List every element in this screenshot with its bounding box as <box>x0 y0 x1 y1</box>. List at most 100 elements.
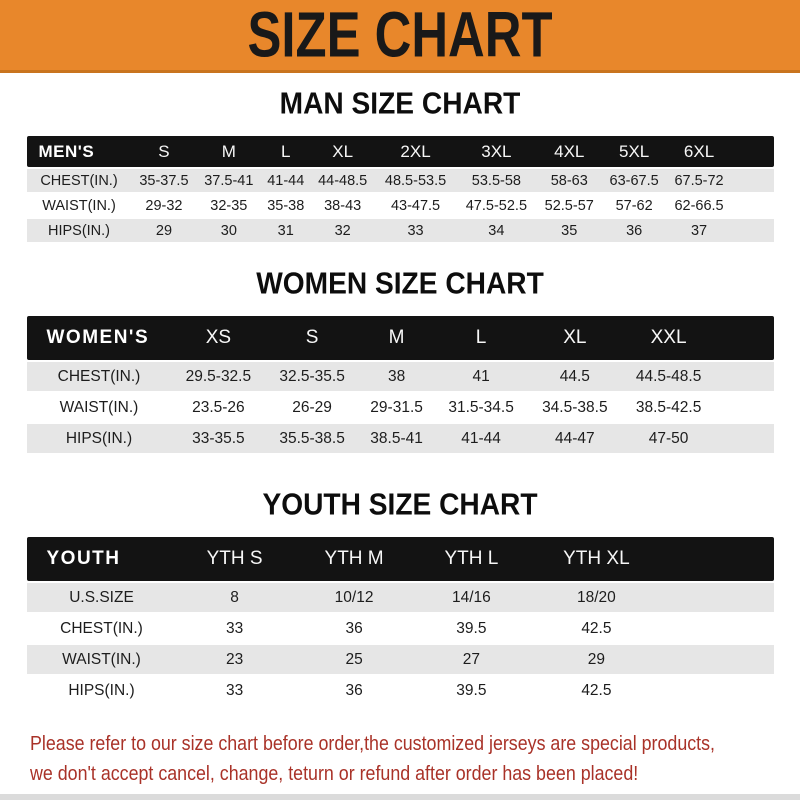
cell: 32-35 <box>210 197 248 214</box>
cell: 31 <box>277 222 294 239</box>
cell: 32.5-35.5 <box>279 367 345 385</box>
table-row: CHEST(IN.) 35-37.5 37.5-41 41-44 44-48.5 48.5… <box>26 169 774 192</box>
column-header: XXL <box>621 316 716 360</box>
cell: 29.5-32.5 <box>185 367 252 385</box>
column-header: 2XL <box>375 136 456 167</box>
cell: 41 <box>472 367 490 385</box>
cell: 41-44 <box>267 172 305 189</box>
table-row: HIPS(IN.) 29 30 31 32 33 34 35 36 37 <box>26 219 774 242</box>
row-label: WAIST(IN.) <box>42 197 116 214</box>
cell: 48.5-53.5 <box>384 172 447 189</box>
column-header: XL <box>310 136 376 167</box>
row-label: WAIST(IN.) <box>62 650 141 668</box>
size-table-womens: WOMEN'S XS S M L XL XXL CHEST(IN.) 29.5-32.5 32.5… <box>26 314 774 455</box>
column-header: XS <box>171 316 266 360</box>
table-row: HIPS(IN.) 33-35.5 35.5-38.5 38.5-41 41-44 44-… <box>26 424 774 453</box>
size-chart-banner: SIZE CHART <box>0 0 800 73</box>
cell: 33 <box>407 222 424 239</box>
column-header: YTH S <box>176 537 293 581</box>
section-youth: YOUTH SIZE CHART YOUTH YTH S YTH M YTH L YTH … <box>0 488 800 707</box>
table-row: HIPS(IN.) 33 36 39.5 42.5 <box>26 676 774 705</box>
cell: 38 <box>387 367 406 385</box>
table-row: WAIST(IN.) 23.5-26 26-29 29-31.5 31.5-34.5 34… <box>26 393 774 422</box>
row-label: HIPS(IN.) <box>47 222 111 239</box>
size-table-mens: MEN'S S M L XL 2XL 3XL 4XL 5XL 6XL CHEST(IN.) 35-37… <box>26 134 774 244</box>
cell: 35-38 <box>267 197 305 214</box>
cell: 39.5 <box>456 681 487 699</box>
size-table-youth: YOUTH YTH S YTH M YTH L YTH XL U.S.SIZE 8 10/12… <box>26 535 774 707</box>
table-row: CHEST(IN.) 29.5-32.5 32.5-35.5 38 41 44.5 44.5… <box>26 362 774 391</box>
cell: 27 <box>462 650 480 668</box>
column-header: L <box>261 136 311 167</box>
cell: 23.5-26 <box>192 398 245 416</box>
corner-label: YOUTH <box>26 537 177 581</box>
disclaimer-line-2: we don't accept cancel, change, teturn o… <box>30 762 639 785</box>
table-row: CHEST(IN.) 33 36 39.5 42.5 <box>26 614 774 643</box>
cell: 44.5-48.5 <box>635 367 702 385</box>
row-spacer <box>716 393 774 422</box>
row-spacer <box>666 583 774 612</box>
column-header: YTH L <box>415 537 528 581</box>
cell: 23 <box>225 650 244 668</box>
column-header: S <box>131 136 197 167</box>
cell: 34.5-38.5 <box>542 398 608 416</box>
column-header: L <box>434 316 528 360</box>
cell: 47-50 <box>648 429 689 447</box>
cell: 34 <box>488 222 505 239</box>
column-header: YTH M <box>292 537 416 581</box>
cell: 38.5-41 <box>370 429 423 447</box>
row-spacer <box>666 676 774 705</box>
cell: 47.5-52.5 <box>465 197 528 214</box>
cell: 18/20 <box>577 588 616 606</box>
column-header: YTH XL <box>527 537 666 581</box>
header-spacer <box>665 537 774 581</box>
corner-label: WOMEN'S <box>26 316 172 360</box>
section-womens: WOMEN SIZE CHART WOMEN'S XS S M L XL XXL CHEST(I… <box>0 267 800 455</box>
cell: 62-66.5 <box>674 197 724 214</box>
cell: 33-35.5 <box>192 429 245 447</box>
cell: 43-47.5 <box>390 197 441 214</box>
cell: 35 <box>561 222 578 239</box>
cell: 10/12 <box>334 588 374 606</box>
cell: 37.5-41 <box>204 172 254 189</box>
row-spacer <box>716 362 774 391</box>
row-label: HIPS(IN.) <box>65 429 133 447</box>
row-label: HIPS(IN.) <box>68 681 135 699</box>
row-label: U.S.SIZE <box>69 588 134 606</box>
cell: 52.5-57 <box>544 197 594 214</box>
cell: 29 <box>155 222 173 239</box>
table-row: WAIST(IN.) 23 25 27 29 <box>26 645 774 674</box>
cell: 38.5-42.5 <box>635 398 702 416</box>
cell: 39.5 <box>456 619 487 637</box>
bottom-divider <box>0 794 800 800</box>
cell: 42.5 <box>581 681 612 699</box>
cell: 33 <box>225 619 244 637</box>
section-heading-womens: WOMEN SIZE CHART <box>256 267 544 301</box>
row-label: CHEST(IN.) <box>40 172 118 189</box>
row-spacer <box>716 424 774 453</box>
column-header: XL <box>527 316 622 360</box>
header-spacer <box>715 316 774 360</box>
table-row: U.S.SIZE 8 10/12 14/16 18/20 <box>26 583 774 612</box>
column-header: S <box>265 316 359 360</box>
cell: 44-48.5 <box>318 172 368 189</box>
cell: 32 <box>334 222 351 239</box>
cell: 8 <box>230 588 239 606</box>
cell: 36 <box>345 619 363 637</box>
cell: 29-31.5 <box>370 398 423 416</box>
cell: 36 <box>626 222 643 239</box>
header-spacer <box>731 136 774 167</box>
cell: 33 <box>225 681 244 699</box>
cell: 35.5-38.5 <box>279 429 345 447</box>
cell: 14/16 <box>451 588 491 606</box>
row-spacer <box>666 614 774 643</box>
cell: 57-62 <box>615 197 653 214</box>
cell: 42.5 <box>581 619 612 637</box>
cell: 41-44 <box>461 429 501 447</box>
cell: 38-43 <box>324 197 362 214</box>
section-mens: MAN SIZE CHART MEN'S S M L XL 2XL 3XL 4XL 5XL 6XL C… <box>0 87 800 244</box>
cell: 44.5 <box>559 367 590 385</box>
row-label: CHEST(IN.) <box>57 367 141 385</box>
cell: 53.5-58 <box>471 172 521 189</box>
column-header: M <box>358 316 435 360</box>
